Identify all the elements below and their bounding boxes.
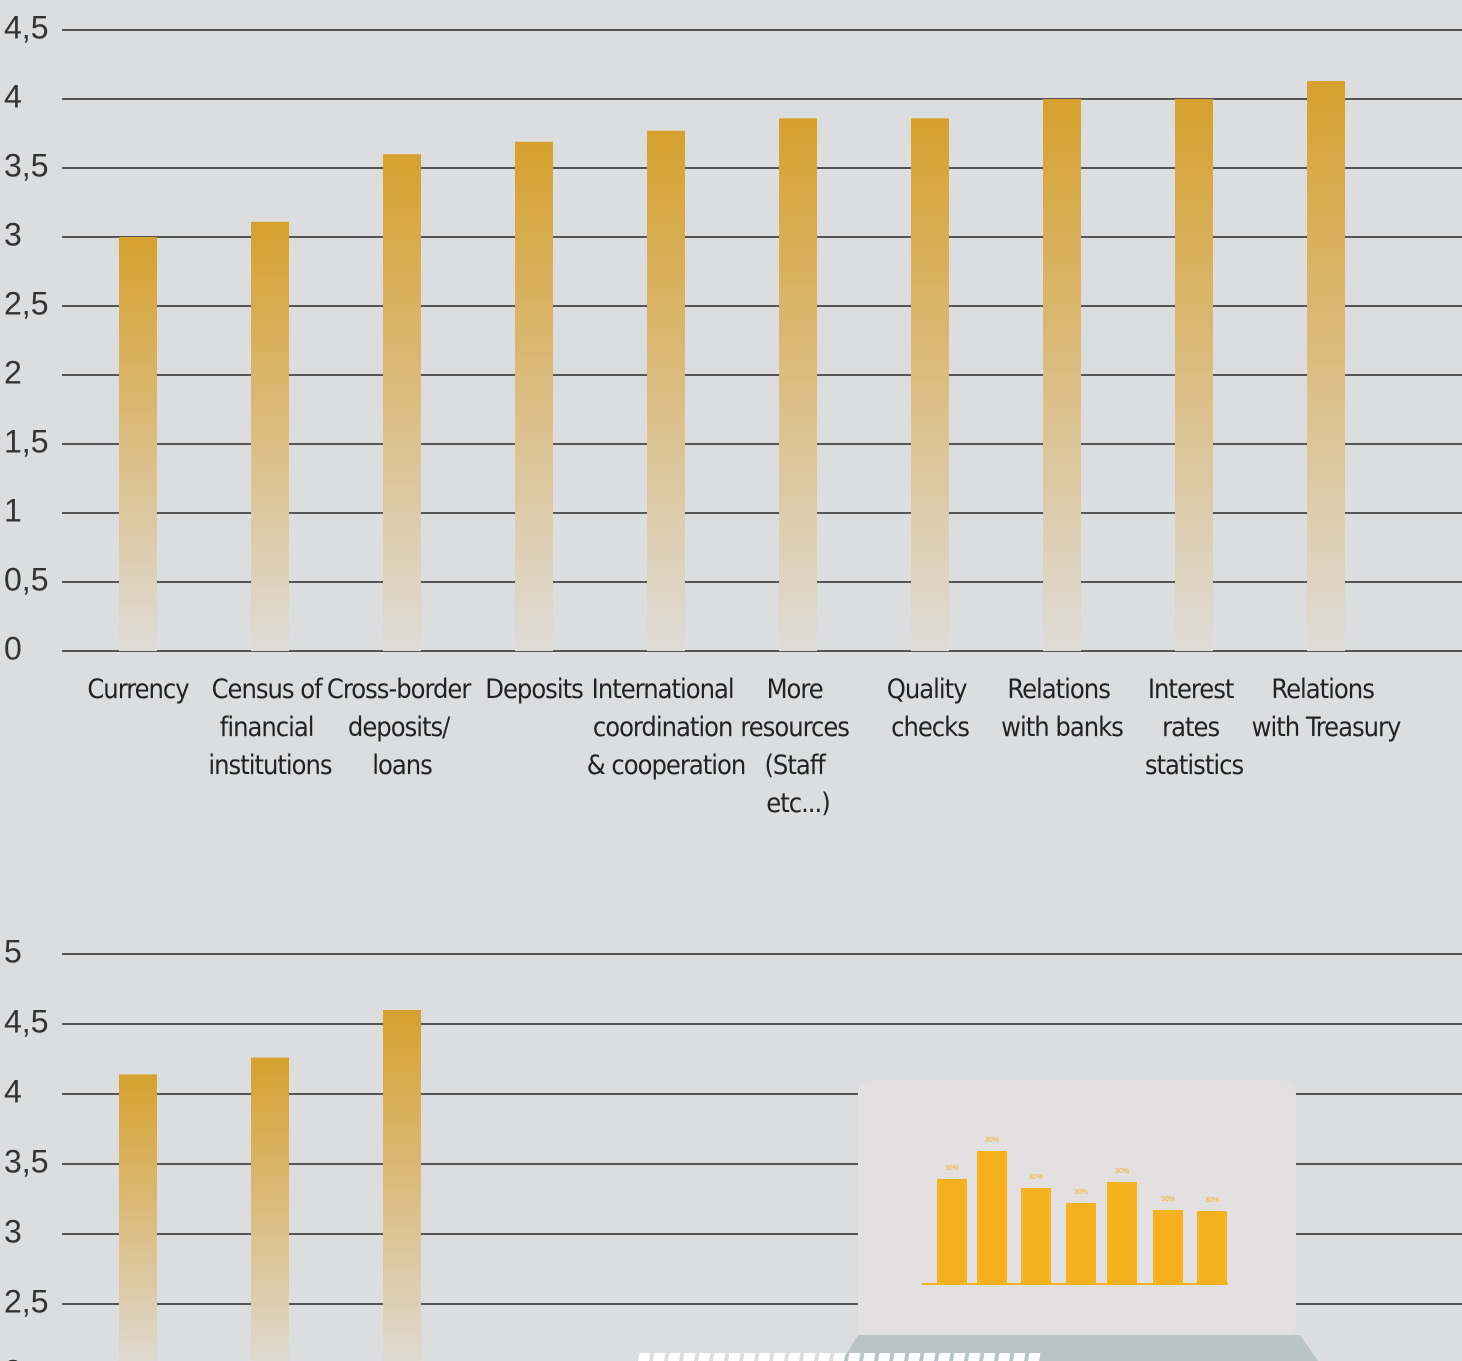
charts: 0 0,5 1 1,5 2 2,5 3 3,5 4 4,5 Currency Census of fi… (4, 9, 1462, 1361)
mini-label: 30% (1074, 1189, 1088, 1196)
y-tick-label: 4 (4, 78, 22, 114)
mini-label: 30% (1161, 1196, 1175, 1203)
key (638, 1353, 651, 1361)
x-tick-label: More resources (Staff etc...) (740, 674, 855, 819)
bar (779, 118, 817, 651)
key (893, 1353, 906, 1361)
mini-bar (977, 1151, 1007, 1284)
mini-label: 30% (1115, 1168, 1129, 1175)
x-tick-label: International coordination & cooperation (587, 674, 746, 781)
key (863, 1353, 876, 1361)
keyboard (638, 1353, 1041, 1361)
y-tick-label: 1,5 (4, 423, 48, 459)
y-tick-label: 4,5 (4, 1003, 48, 1039)
x-tick-label: Currency (87, 674, 189, 705)
key (653, 1353, 666, 1361)
y-tick-label: 3 (4, 216, 22, 252)
y-tick-label: 5 (4, 933, 22, 969)
x-tick-label: Deposits (485, 674, 583, 705)
mini-bar (1066, 1203, 1096, 1284)
y-tick-label: 1 (4, 492, 22, 528)
mini-label: 30% (1029, 1174, 1043, 1181)
laptop-illustration: 30% 30% 30% 30% 30% 30% 30% (638, 1080, 1318, 1361)
key (848, 1353, 861, 1361)
bar (251, 221, 289, 651)
y-tick-label: 3 (4, 1213, 22, 1249)
key (923, 1353, 936, 1361)
key (788, 1353, 801, 1361)
mini-bar (1197, 1211, 1227, 1284)
key (668, 1353, 681, 1361)
mini-bar (937, 1179, 967, 1284)
key (713, 1353, 726, 1361)
key (728, 1353, 741, 1361)
y-tick-label: 2 (4, 1353, 22, 1361)
key (773, 1353, 786, 1361)
key (983, 1353, 996, 1361)
x-tick-label: Relations with banks (1001, 674, 1123, 743)
bar (251, 1057, 289, 1361)
key (833, 1353, 846, 1361)
x-tick-label: Census of financial institutions (208, 674, 332, 781)
y-tick-label: 3,5 (4, 1143, 48, 1179)
key (878, 1353, 891, 1361)
key (998, 1353, 1011, 1361)
key (938, 1353, 951, 1361)
bar (515, 141, 553, 651)
bar (911, 118, 949, 651)
key (1028, 1353, 1041, 1361)
key (1013, 1353, 1026, 1361)
key (758, 1353, 771, 1361)
y-tick-label: 4,5 (4, 9, 48, 45)
key (743, 1353, 756, 1361)
key (683, 1353, 696, 1361)
chart: 0 0,5 1 1,5 2 2,5 3 3,5 4 4,5 Currency Census of fi… (4, 9, 1462, 819)
y-tick-label: 0,5 (4, 561, 48, 597)
x-tick-label: Relations with Treasury (1252, 674, 1401, 743)
mini-label: 30% (1205, 1197, 1219, 1204)
bar (1043, 99, 1081, 651)
y-tick-label: 2,5 (4, 1283, 48, 1319)
key (908, 1353, 921, 1361)
y-tick-label: 2,5 (4, 285, 48, 321)
key (968, 1353, 981, 1361)
x-tick-label: Cross-border deposits/ loans (327, 674, 477, 781)
bar (119, 1074, 157, 1361)
key (803, 1353, 816, 1361)
x-tick-label: Quality checks (887, 674, 974, 743)
bar (119, 237, 157, 651)
y-tick-label: 2 (4, 354, 22, 390)
mini-label: 30% (985, 1137, 999, 1144)
bar (1307, 81, 1345, 651)
mini-label: 30% (945, 1165, 959, 1172)
key (953, 1353, 966, 1361)
bar (1175, 99, 1213, 651)
mini-bar (1107, 1182, 1137, 1284)
bar (383, 154, 421, 651)
y-tick-label: 0 (4, 630, 22, 666)
mini-bar (1153, 1210, 1183, 1284)
mini-bar (1021, 1188, 1051, 1284)
key (818, 1353, 831, 1361)
bar (647, 130, 685, 652)
bar (383, 1010, 421, 1361)
mini-chart: 30% 30% 30% 30% 30% 30% 30% (922, 1137, 1228, 1285)
y-tick-label: 3,5 (4, 147, 48, 183)
key (698, 1353, 711, 1361)
x-tick-label: Interest rates statistics (1145, 674, 1244, 781)
y-tick-label: 4 (4, 1073, 22, 1109)
